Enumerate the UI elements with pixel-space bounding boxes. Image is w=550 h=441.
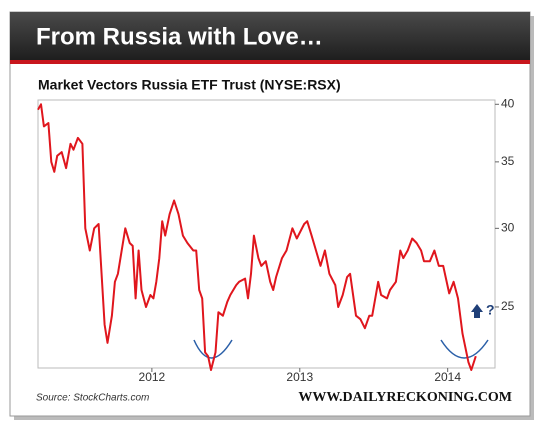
price-line [37, 103, 477, 371]
bottom-marker [193, 339, 233, 359]
chart-title: From Russia with Love… [36, 23, 323, 50]
x-tick-label: 2014 [434, 370, 461, 384]
plot-frame [37, 99, 496, 369]
card [9, 11, 531, 417]
y-tick-label: 35 [501, 154, 515, 168]
y-tick-label: 25 [501, 299, 515, 313]
up-arrow [471, 304, 483, 318]
header-rule [10, 60, 530, 64]
source: Source: StockCharts.com [36, 393, 149, 404]
x-tick-label: 2012 [139, 370, 166, 384]
y-tick-label: 30 [501, 221, 515, 235]
header-bar [10, 12, 530, 60]
credit: WWW.DAILYRECKONING.COM [298, 390, 512, 405]
x-tick-label: 2013 [286, 370, 313, 384]
y-tick-label: 40 [501, 96, 515, 110]
annotation: ? [486, 302, 495, 318]
bottom-marker [440, 339, 489, 359]
chart-subtitle: Market Vectors Russia ETF Trust (NYSE:RS… [38, 77, 341, 93]
